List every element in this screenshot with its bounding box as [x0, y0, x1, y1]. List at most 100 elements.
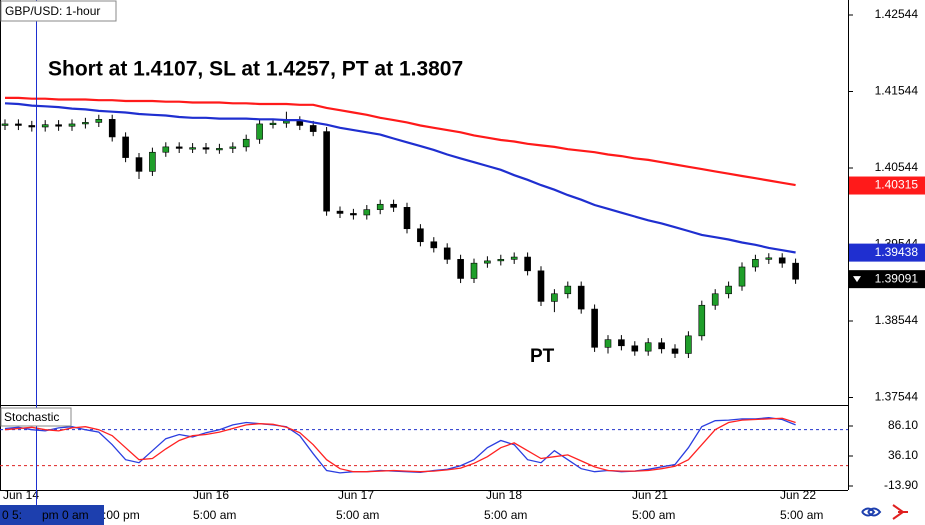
- candle-body: [162, 146, 170, 153]
- candle-body: [202, 147, 210, 150]
- candle-body: [336, 210, 344, 214]
- candle-body: [68, 123, 76, 127]
- annotation: Short at 1.4107, SL at 1.4257, PT at 1.3…: [48, 58, 463, 81]
- plot-layer: 1.375441.385441.395441.405441.415441.425…: [0, 7, 925, 522]
- candle-body: [430, 241, 438, 249]
- moving-average: [4, 102, 796, 254]
- toolbar-icons[interactable]: [861, 504, 908, 520]
- candle-body: [175, 146, 183, 149]
- y-tick-label: -13.90: [884, 478, 918, 492]
- candle-body: [1, 123, 9, 126]
- x-time-label: 5:00 am: [193, 508, 236, 522]
- candle-body: [591, 308, 598, 348]
- y-tick-label: 1.42544: [875, 7, 919, 21]
- last-price-label: 1.39091: [875, 271, 919, 285]
- y-tick-label: 1.37544: [875, 390, 919, 404]
- last-price-badge: [849, 270, 925, 289]
- candle-body: [283, 120, 290, 124]
- chart-title: GBP/USD: 1-hour: [5, 4, 100, 18]
- candle-body: [564, 285, 572, 295]
- candle-body: [135, 157, 143, 172]
- candle-body: [711, 293, 719, 306]
- candle-body: [725, 285, 732, 295]
- candle-body: [658, 342, 665, 350]
- candle-body: [376, 203, 384, 210]
- x-time-label: 5:00 am: [484, 508, 527, 522]
- candle-body: [350, 213, 357, 216]
- candle-body: [256, 123, 263, 140]
- arrow-icon[interactable]: [892, 504, 908, 520]
- indicator-title: Stochastic: [4, 410, 59, 424]
- candle-body: [242, 138, 250, 148]
- candle-body: [577, 285, 585, 310]
- candle-body: [95, 119, 103, 123]
- candle-body: [457, 259, 464, 279]
- indicator-title-box: [0, 407, 72, 427]
- candle-body: [484, 260, 491, 264]
- candle-body: [82, 122, 89, 125]
- candle-body: [55, 124, 62, 127]
- time-highlight: [0, 505, 104, 525]
- candle-body: [269, 122, 277, 125]
- price-badge: [849, 243, 925, 262]
- candle-body: [631, 345, 639, 352]
- candle-body: [363, 209, 371, 216]
- candle-body: [510, 256, 518, 260]
- candle-body: [644, 342, 652, 352]
- target-label: PT: [530, 346, 555, 367]
- candle-body: [417, 228, 424, 243]
- candle-body: [323, 131, 330, 212]
- candle-body: [149, 151, 156, 172]
- y-tick-label: 1.41544: [875, 84, 919, 98]
- candle-body: [15, 123, 22, 126]
- candle-body: [189, 147, 196, 150]
- candle-body: [122, 136, 129, 158]
- candle-body: [618, 339, 625, 347]
- candle-body: [752, 259, 759, 268]
- x-time-label: 0 5:: [2, 508, 22, 522]
- x-time-label: 5:00 am: [780, 508, 823, 522]
- candle-body: [309, 125, 317, 132]
- x-date-label: Jun 21: [632, 488, 668, 502]
- candle-body: [216, 148, 223, 151]
- x-date-label: Jun 18: [486, 488, 522, 502]
- title-box: [0, 0, 117, 22]
- x-time-label: 5:00 am: [632, 508, 675, 522]
- y-tick-label: 1.40544: [875, 160, 919, 174]
- x-time-label: pm 0 am: [42, 508, 89, 522]
- candle-body: [28, 125, 36, 128]
- candle-body: [108, 119, 116, 138]
- candle-body: [698, 304, 706, 337]
- candle-body: [229, 146, 237, 149]
- candle-body: [604, 339, 612, 348]
- candle-body: [671, 348, 679, 354]
- moving-average: [5, 96, 796, 187]
- x-time-label: 5:00 am: [336, 508, 379, 522]
- candle-body: [551, 293, 558, 302]
- price-badge-label: 1.40315: [875, 178, 919, 192]
- candle-body: [524, 256, 531, 272]
- y-tick-label: 1.38544: [875, 313, 919, 327]
- candle-body: [443, 247, 451, 260]
- x-date-label: Jun 16: [193, 488, 229, 502]
- price-badge: [849, 176, 925, 195]
- y-tick-label: 36.10: [888, 448, 918, 462]
- candle-body: [537, 270, 545, 302]
- candle-body: [41, 124, 49, 128]
- price-badge-label: 1.39438: [875, 245, 919, 259]
- candle-body: [470, 262, 478, 279]
- x-time-label: :00 pm: [103, 508, 140, 522]
- y-tick-label: 86.10: [888, 418, 918, 432]
- link-icon[interactable]: [861, 507, 882, 517]
- candle-body: [792, 262, 799, 280]
- x-date-label: Jun 22: [780, 488, 816, 502]
- x-date-label: Jun 14: [3, 488, 39, 502]
- candle-body: [778, 257, 786, 264]
- candle-body: [497, 259, 505, 262]
- last-price-arrow: [853, 276, 861, 283]
- candle-body: [403, 207, 411, 230]
- candle-body: [765, 257, 773, 260]
- indicator-line: [4, 417, 796, 473]
- candle-body: [390, 203, 397, 208]
